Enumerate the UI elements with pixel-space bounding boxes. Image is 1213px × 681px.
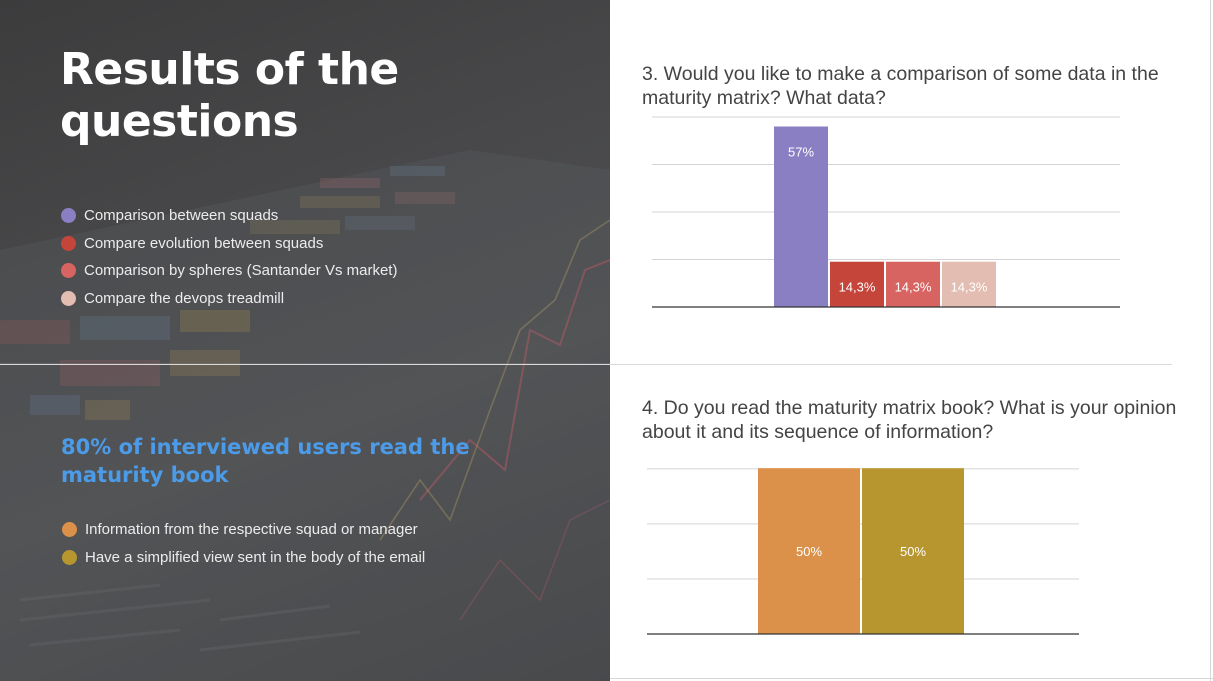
data-label: 14,3%	[839, 280, 876, 295]
data-label: 50%	[900, 544, 926, 559]
legend-dot-icon	[62, 549, 77, 565]
legend-item: Comparison by spheres (Santander Vs mark…	[61, 257, 397, 285]
legend-label: Compare the devops treadmill	[84, 289, 285, 307]
legend-item: Compare the devops treadmill	[61, 285, 397, 313]
legend-item: Have a simplified view sent in the body …	[62, 544, 425, 572]
frame-border-right	[1210, 0, 1211, 681]
right-panel: 3. Would you like to make a comparison o…	[610, 0, 1213, 681]
section-divider	[0, 364, 1172, 365]
frame-border-bottom	[610, 678, 1213, 679]
legend-item: Information from the respective squad or…	[62, 516, 425, 544]
q4-legend: Information from the respective squad or…	[62, 516, 425, 571]
bar	[830, 261, 884, 307]
data-label: 14,3%	[951, 280, 988, 295]
bar	[774, 126, 828, 307]
slide-title: Results of the questions	[60, 44, 399, 147]
bar	[758, 468, 860, 634]
legend-label: Compare evolution between squads	[84, 234, 324, 252]
legend-label: Have a simplified view sent in the body …	[85, 548, 426, 566]
legend-dot-icon	[62, 522, 77, 538]
left-panel: Results of the questions Comparison betw…	[0, 0, 610, 681]
bar	[862, 468, 964, 634]
legend-item: Compare evolution between squads	[61, 230, 397, 258]
bar	[886, 261, 940, 307]
legend-label: Comparison between squads	[84, 207, 279, 225]
data-label: 50%	[796, 544, 822, 559]
legend-dot-icon	[61, 208, 76, 224]
q4-chart-title: 4. Do you read the maturity matrix book?…	[642, 397, 1177, 443]
q3-bar-chart: 57% 14,3% 14,3% 14,3%	[652, 116, 1120, 308]
legend-dot-icon	[61, 263, 76, 279]
data-label: 14,3%	[895, 280, 932, 295]
data-label: 57%	[788, 145, 814, 160]
legend-item: Comparison between squads	[61, 202, 397, 230]
legend-label: Information from the respective squad or…	[85, 521, 418, 539]
legend-label: Comparison by spheres (Santander Vs mark…	[84, 262, 398, 280]
q4-bar-chart: 50% 50%	[647, 468, 1079, 635]
bar	[942, 261, 996, 307]
legend-dot-icon	[61, 290, 76, 306]
q3-legend: Comparison between squads Compare evolut…	[61, 202, 397, 312]
legend-dot-icon	[61, 235, 76, 251]
q3-chart-title: 3. Would you like to make a comparison o…	[642, 63, 1159, 109]
highlight-stat: 80% of interviewed users read the maturi…	[61, 435, 470, 487]
